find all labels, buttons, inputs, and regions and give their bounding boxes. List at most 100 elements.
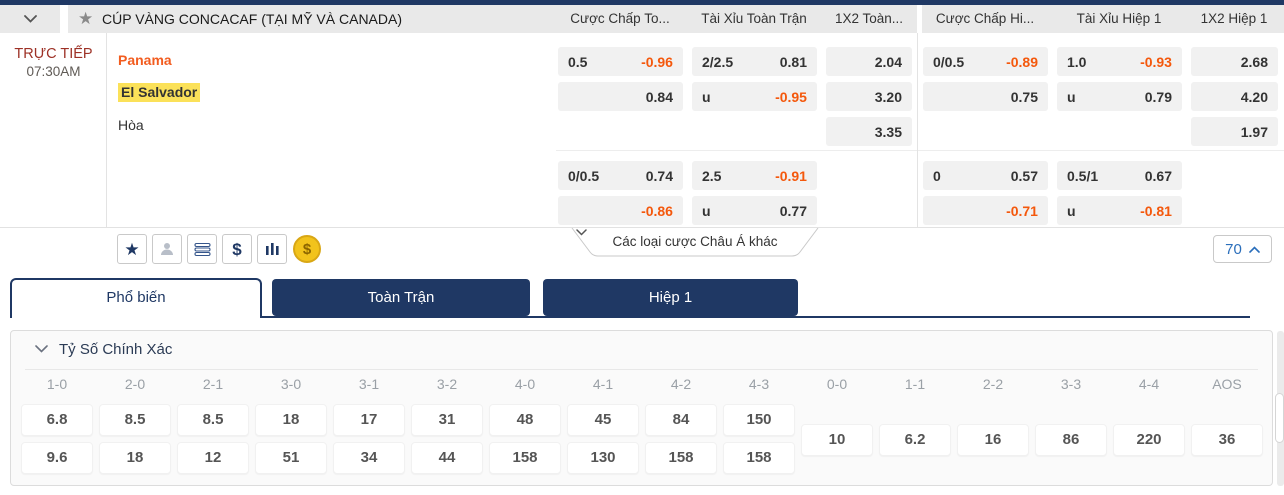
odds-value: 3.35	[874, 123, 902, 140]
odds-1x2-half-draw[interactable]: 1.97	[1191, 117, 1278, 146]
tab-popular[interactable]: Phổ biến	[10, 278, 262, 318]
odds-1x2-half-away[interactable]: 4.20	[1191, 82, 1278, 111]
odds-row-divider	[556, 150, 1284, 151]
odds-1x2-half-home[interactable]: 2.68	[1191, 47, 1278, 76]
score-label: 2-2	[982, 376, 1004, 392]
stats-button[interactable]	[257, 234, 287, 264]
score-odds-cell[interactable]: 150	[723, 404, 795, 436]
ou-line: 0.5/1	[1067, 167, 1099, 184]
odds-hdp-half-home[interactable]: 0/0.5 -0.89	[923, 47, 1048, 76]
odds-ou-half-under[interactable]: u 0.79	[1057, 82, 1182, 111]
score-odds-cell[interactable]: 9.6	[21, 442, 93, 474]
odds-hdp-full-home[interactable]: 0.5 -0.96	[558, 47, 683, 76]
chevron-down-icon[interactable]	[35, 345, 48, 353]
odds-ou2-full-under[interactable]: u 0.77	[692, 196, 817, 225]
ou-line: u	[1067, 88, 1076, 105]
score-odds-cell[interactable]: 51	[255, 442, 327, 474]
odds-1x2-full-away[interactable]: 3.20	[826, 82, 912, 111]
column-header-ou-half: Tài Xỉu Hiệp 1	[1076, 11, 1162, 26]
odds-hdp2-full-away[interactable]: -0.86	[558, 196, 683, 225]
parlay-stack-icon	[193, 242, 211, 256]
tab-first-half[interactable]: Hiệp 1	[543, 279, 798, 316]
cash-out-button[interactable]: $	[293, 235, 321, 263]
score-odds-cell[interactable]: 8.5	[177, 404, 249, 436]
odds-hdp-full-away[interactable]: 0.84	[558, 82, 683, 111]
odds-value: -0.96	[641, 53, 673, 70]
favorite-match-button[interactable]: ★	[117, 234, 147, 264]
odds-format-button[interactable]: $	[222, 234, 252, 264]
odds-ou2-full-over[interactable]: 2.5 -0.91	[692, 161, 817, 190]
correct-score-panel: Tỷ Số Chính Xác 1-0 6.8 9.6 2-0 8.5 18 2-1 8.5 1…	[10, 330, 1273, 486]
odds-ou-full-under[interactable]: u -0.95	[692, 82, 817, 111]
odds-hdp2-full-home[interactable]: 0/0.5 0.74	[558, 161, 683, 190]
more-asian-bets-dropdown[interactable]: Các loại cược Châu Á khác	[570, 228, 820, 258]
kickoff-time: 07:30AM	[26, 64, 81, 79]
odds-ou2-half-over[interactable]: 0.5/1 0.67	[1057, 161, 1182, 190]
odds-value: 0.79	[1144, 88, 1172, 105]
odds-hdp2-half-home[interactable]: 0 0.57	[923, 161, 1048, 190]
score-odds-cell[interactable]: 34	[333, 442, 405, 474]
odds-value: 2.04	[874, 53, 902, 70]
ou-line: 2/2.5	[702, 53, 734, 70]
home-team-name[interactable]: Panama	[118, 52, 172, 68]
ou-line: 1.0	[1067, 53, 1087, 70]
odds-ou2-half-under[interactable]: u -0.81	[1057, 196, 1182, 225]
score-odds-cell[interactable]: 158	[489, 442, 561, 474]
odds-value: 0.57	[1010, 167, 1038, 184]
score-odds-cell[interactable]: 18	[99, 442, 171, 474]
column-header-1x2-half: 1X2 Hiệp 1	[1200, 11, 1268, 26]
score-odds-cell[interactable]: 36	[1191, 424, 1263, 456]
odds-hdp-half-away[interactable]: 0.75	[923, 82, 1048, 111]
more-bets-label: Các loại cược Châu Á khác	[612, 234, 778, 249]
odds-1x2-full-home[interactable]: 2.04	[826, 47, 912, 76]
score-odds-cell[interactable]: 45	[567, 404, 639, 436]
player-props-button[interactable]	[152, 234, 182, 264]
score-odds-cell[interactable]: 10	[801, 424, 873, 456]
odds-value: 1.97	[1240, 123, 1268, 140]
score-label: 4-3	[748, 376, 770, 392]
tab-underline	[262, 316, 1250, 318]
score-label: 3-1	[358, 376, 380, 392]
tab-full-match[interactable]: Toàn Trận	[272, 279, 530, 316]
odds-ou-half-over[interactable]: 1.0 -0.93	[1057, 47, 1182, 76]
market-count-toggle[interactable]: 70	[1213, 235, 1272, 263]
score-odds-cell[interactable]: 48	[489, 404, 561, 436]
odds-value: -0.91	[775, 167, 807, 184]
favorite-league-star-icon[interactable]: ★	[78, 9, 94, 28]
league-collapse-button[interactable]	[0, 5, 60, 33]
toolbar-divider	[0, 227, 1284, 228]
odds-value: 0.75	[1010, 88, 1038, 105]
score-odds-cell[interactable]: 220	[1113, 424, 1185, 456]
coin-icon: $	[302, 240, 312, 258]
odds-value: -0.89	[1006, 53, 1038, 70]
full-half-divider	[917, 33, 918, 227]
score-odds-cell[interactable]: 158	[723, 442, 795, 474]
score-odds-cell[interactable]: 44	[411, 442, 483, 474]
score-odds-cell[interactable]: 16	[957, 424, 1029, 456]
score-odds-cell[interactable]: 158	[645, 442, 717, 474]
score-odds-cell[interactable]: 84	[645, 404, 717, 436]
score-odds-cell[interactable]: 130	[567, 442, 639, 474]
odds-value: -0.95	[775, 88, 807, 105]
odds-ou-full-over[interactable]: 2/2.5 0.81	[692, 47, 817, 76]
score-odds-cell[interactable]: 6.8	[21, 404, 93, 436]
score-odds-cell[interactable]: 8.5	[99, 404, 171, 436]
odds-hdp2-half-away[interactable]: -0.71	[923, 196, 1048, 225]
score-label: 2-1	[202, 376, 224, 392]
score-odds-cell[interactable]: 31	[411, 404, 483, 436]
score-odds-cell[interactable]: 17	[333, 404, 405, 436]
match-time-cell: TRỰC TIẾP 07:30AM	[0, 33, 107, 227]
live-status: TRỰC TIẾP	[14, 46, 93, 62]
scrollbar-thumb[interactable]	[1275, 393, 1284, 443]
odds-value: 0.81	[779, 53, 807, 70]
away-team-name[interactable]: El Salvador	[118, 83, 201, 102]
score-odds-cell[interactable]: 6.2	[879, 424, 951, 456]
bar-chart-icon	[265, 243, 279, 255]
parlay-button[interactable]	[187, 234, 217, 264]
score-odds-cell[interactable]: 86	[1035, 424, 1107, 456]
score-odds-cell[interactable]: 12	[177, 442, 249, 474]
score-odds-cell[interactable]: 18	[255, 404, 327, 436]
odds-1x2-full-draw[interactable]: 3.35	[826, 117, 912, 146]
ou-line: u	[702, 88, 711, 105]
